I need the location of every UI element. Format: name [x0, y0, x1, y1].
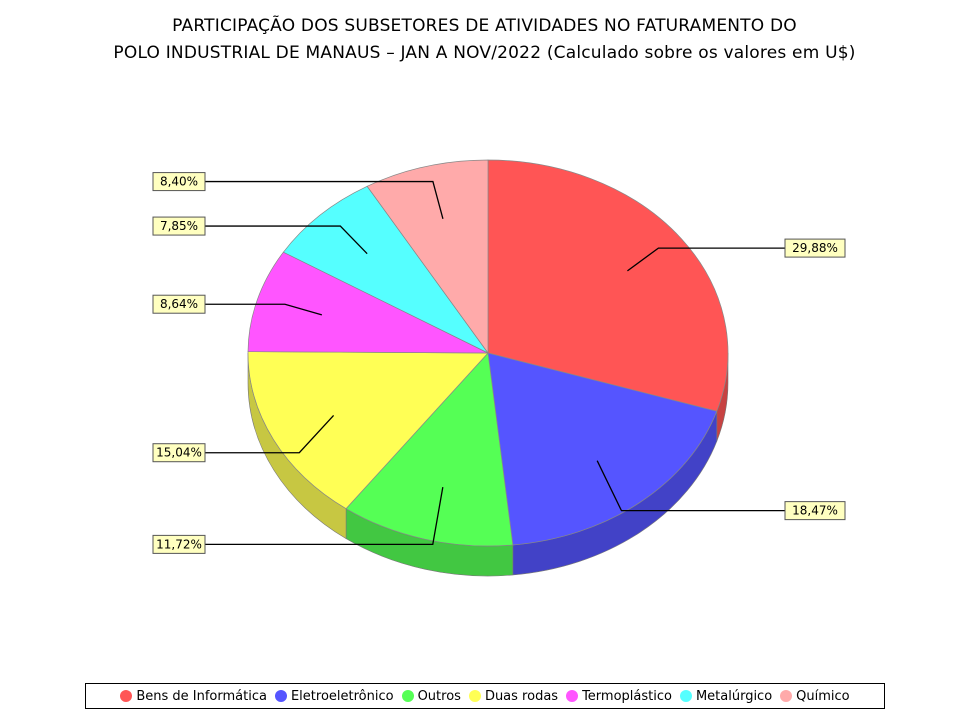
pie-slice-1: [487, 159, 729, 412]
label-leader-line-2: [596, 460, 785, 512]
pie-slice-7: [366, 159, 489, 355]
legend-swatch-7: [780, 690, 793, 702]
data-label-3: 11,72%: [156, 537, 202, 551]
pie-slice-5: [247, 251, 489, 354]
pie-top: [247, 159, 729, 547]
label-leader-line-6: [205, 225, 368, 255]
label-leader-line-4: [205, 414, 335, 454]
label-box-1: [784, 238, 846, 258]
legend-label-3: Outros: [417, 688, 461, 704]
data-label-5: 8,64%: [160, 297, 198, 311]
chart-title-line-2: POLO INDUSTRIAL DE MANAUS – JAN A NOV/20…: [113, 43, 856, 63]
legend-label-1: Bens de Informática: [136, 688, 267, 704]
pie-slice-4: [247, 351, 489, 510]
legend-item-4: Duas rodas: [468, 688, 559, 704]
legend-swatch-2: [274, 690, 287, 702]
legend-label-2: Eletroeletrônico: [290, 688, 394, 704]
pie-labels: 29,88% 18,47% 11,72% 15,04% 8,64% 7,85% 8,40%: [152, 172, 846, 554]
label-leader-line-7: [205, 180, 444, 220]
legend-label-5: Termoplástico: [582, 688, 672, 704]
chart-legend: Bens de Informática Eletroeletrônico Outro…: [85, 683, 885, 709]
label-box-5: [152, 294, 206, 314]
data-label-2: 18,47%: [792, 504, 838, 518]
label-box-4: [152, 443, 206, 463]
legend-swatch-6: [679, 690, 692, 702]
pie-chart: 29,88% 18,47% 11,72% 15,04% 8,64% 7,85% 8,40%: [152, 159, 846, 577]
label-leader-line-1: [627, 247, 785, 272]
legend-item-7: Químico: [780, 688, 850, 704]
label-box-7: [152, 172, 206, 192]
data-label-7: 8,40%: [160, 175, 198, 189]
legend-item-1: Bens de Informática: [120, 689, 267, 704]
label-box-2: [784, 501, 846, 521]
legend-swatch-1: [120, 690, 133, 702]
data-label-4: 15,04%: [156, 446, 202, 460]
label-box-6: [152, 216, 206, 236]
legend-swatch-4: [468, 690, 481, 702]
legend-item-5: Termoplástico: [566, 689, 672, 704]
legend-item-3: Outros: [401, 688, 461, 704]
pie-slice-2: [487, 352, 718, 546]
label-box-3: [152, 534, 206, 554]
legend-label-6: Metalúrgico: [695, 688, 773, 704]
legend-item-6: Metalúrgico: [679, 688, 773, 704]
label-leader-line-3: [205, 487, 444, 546]
legend-item-2: Eletroeletrônico: [274, 688, 394, 704]
pie-slice-3: [345, 352, 514, 547]
label-leader-line-5: [205, 303, 323, 316]
data-label-6: 7,85%: [160, 219, 198, 233]
legend-label-4: Duas rodas: [484, 688, 559, 704]
data-label-1: 29,88%: [792, 241, 838, 255]
chart-title-line-1: PARTICIPAÇÃO DOS SUBSETORES DE ATIVIDADE…: [172, 16, 797, 36]
legend-swatch-3: [401, 690, 414, 702]
legend-label-7: Químico: [796, 688, 850, 704]
legend-swatch-5: [566, 690, 579, 702]
pie-slice-6: [282, 185, 489, 354]
